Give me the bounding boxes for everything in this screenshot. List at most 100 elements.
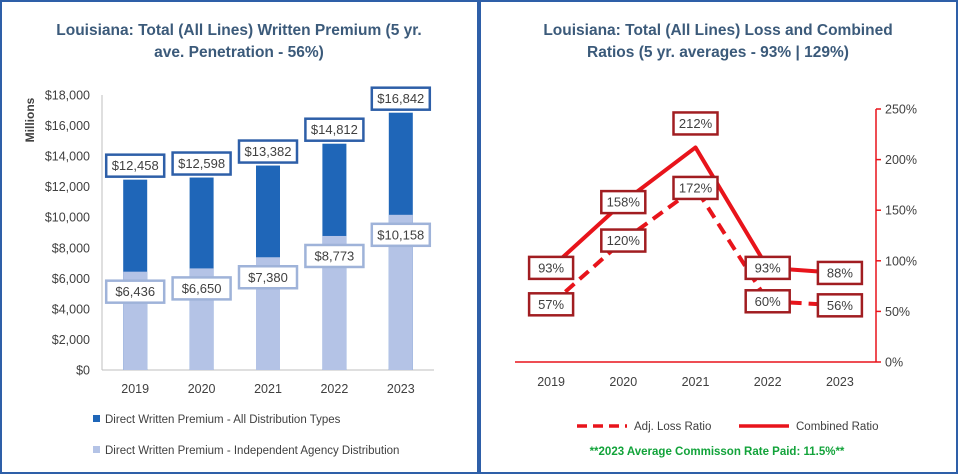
data-label-combined: 158% — [600, 189, 647, 215]
data-label-combined-text: 93% — [755, 260, 781, 275]
data-label-agency-box — [171, 276, 232, 301]
data-label-combined-box — [600, 189, 647, 215]
data-label-combined-text: 88% — [827, 265, 853, 280]
y-tick-label: 0% — [885, 356, 903, 370]
data-label-combined: 212% — [672, 111, 719, 136]
loss-combined-ratio-chart: Louisiana: Total (All Lines) Loss and Co… — [515, 22, 917, 458]
data-label-total-text: $16,842 — [377, 91, 424, 106]
data-label-adj-loss-text: 60% — [755, 294, 781, 309]
x-tick-label: 2022 — [320, 382, 348, 396]
written-premium-chart: Louisiana: Total (All Lines) Written Pre… — [23, 22, 434, 457]
data-label-combined-box — [816, 260, 864, 286]
chart-title-line-2: Ratios (5 yr. averages - 93% | 129%) — [587, 44, 849, 61]
data-label-adj-loss-text: 56% — [827, 298, 853, 313]
x-tick-label: 2021 — [682, 375, 710, 389]
y-tick-label: 250% — [885, 103, 917, 117]
data-label-agency-text: $8,773 — [315, 248, 355, 263]
data-label-agency: $8,773 — [304, 243, 365, 269]
data-label-agency-box — [237, 265, 299, 290]
data-label-total: $12,598 — [171, 151, 232, 176]
y-tick-label: $6,000 — [52, 272, 90, 286]
data-label-combined-text: 93% — [538, 260, 564, 275]
y-tick-label: $0 — [76, 364, 90, 378]
data-label-adj-loss-text: 57% — [538, 297, 564, 312]
data-label-total: $16,842 — [370, 86, 432, 111]
y-tick-label: 100% — [885, 254, 917, 268]
adj-loss-ratio-line — [549, 185, 841, 308]
data-label-combined-text: 158% — [607, 195, 641, 210]
legend-swatch-agency — [93, 446, 100, 453]
data-label-agency-text: $6,650 — [182, 281, 222, 296]
data-label-agency-text: $10,158 — [377, 227, 424, 242]
chart-title-line-2: ave. Penetration - 56%) — [154, 44, 324, 61]
data-label-adj-loss-box — [527, 292, 575, 317]
x-tick-label: 2020 — [188, 382, 216, 396]
x-tick-label: 2019 — [537, 375, 565, 389]
legend-label-adj-loss: Adj. Loss Ratio — [634, 421, 711, 433]
data-label-total-box — [237, 139, 299, 164]
y-axis-title: Millions — [23, 97, 37, 142]
data-label-total: $14,812 — [304, 117, 365, 142]
x-tick-label: 2023 — [387, 382, 415, 396]
y-tick-label: $10,000 — [45, 211, 90, 225]
chart-title-line-1: Louisiana: Total (All Lines) Loss and Co… — [543, 22, 892, 39]
data-label-agency-text: $7,380 — [248, 270, 288, 285]
data-label-agency-text: $6,436 — [115, 284, 155, 299]
legend-label-agency: Direct Written Premium - Independent Age… — [105, 445, 399, 457]
y-tick-label: $18,000 — [45, 89, 90, 103]
data-label-total-text: $14,812 — [311, 122, 358, 137]
y-tick-label: $12,000 — [45, 180, 90, 194]
data-label-adj-loss-text: 172% — [679, 180, 713, 195]
x-tick-label: 2023 — [826, 375, 854, 389]
data-label-agency: $7,380 — [237, 265, 299, 290]
data-label-adj-loss: 56% — [816, 293, 864, 318]
data-label-adj-loss-box — [672, 175, 719, 201]
y-tick-label: 50% — [885, 305, 910, 319]
data-label-agency-box — [104, 279, 166, 304]
data-label-agency-box — [370, 222, 432, 248]
data-label-total-text: $12,458 — [112, 158, 159, 173]
y-tick-label: $8,000 — [52, 241, 90, 255]
chart-title-line-1: Louisiana: Total (All Lines) Written Pre… — [56, 22, 421, 39]
data-label-adj-loss-box — [744, 289, 791, 314]
y-tick-label: $16,000 — [45, 119, 90, 133]
x-tick-label: 2022 — [754, 375, 782, 389]
data-label-combined: 93% — [744, 255, 791, 281]
x-tick-label: 2021 — [254, 382, 282, 396]
y-tick-label: $2,000 — [52, 333, 90, 347]
data-label-combined-text: 212% — [679, 116, 713, 131]
combined-ratio-line — [549, 145, 841, 275]
data-label-agency: $10,158 — [370, 222, 432, 248]
data-label-total-text: $13,382 — [245, 144, 292, 159]
data-label-total-box — [171, 151, 232, 176]
data-label-agency: $6,650 — [171, 276, 232, 301]
data-label-combined: 88% — [816, 260, 864, 286]
legend-swatch-total — [93, 415, 100, 422]
data-label-adj-loss-box — [600, 228, 647, 253]
data-label-adj-loss: 57% — [527, 292, 575, 317]
y-tick-label: 200% — [885, 153, 917, 167]
legend-label-combined: Combined Ratio — [796, 421, 878, 433]
data-label-total-text: $12,598 — [178, 156, 225, 171]
written-premium-panel: Louisiana: Total (All Lines) Written Pre… — [0, 0, 479, 474]
data-label-combined: 93% — [527, 255, 575, 281]
loss-ratio-panel: Louisiana: Total (All Lines) Loss and Co… — [479, 0, 958, 474]
data-label-total: $13,382 — [237, 139, 299, 164]
data-label-adj-loss: 60% — [744, 289, 791, 314]
footnote: **2023 Average Commisson Rate Paid: 11.5… — [590, 446, 845, 458]
data-label-total-box — [304, 117, 365, 142]
y-tick-label: 150% — [885, 204, 917, 218]
data-label-combined-box — [672, 111, 719, 136]
x-tick-label: 2019 — [121, 382, 149, 396]
data-label-agency: $6,436 — [104, 279, 166, 304]
x-tick-label: 2020 — [609, 375, 637, 389]
data-label-total: $12,458 — [104, 153, 166, 178]
data-label-adj-loss-box — [816, 293, 864, 318]
data-label-combined-box — [744, 255, 791, 281]
data-label-total-box — [104, 153, 166, 178]
y-tick-label: $4,000 — [52, 302, 90, 316]
data-label-total-box — [370, 86, 432, 111]
data-label-adj-loss: 120% — [600, 228, 647, 253]
data-label-adj-loss-text: 120% — [607, 233, 641, 248]
y-tick-label: $14,000 — [45, 150, 90, 164]
